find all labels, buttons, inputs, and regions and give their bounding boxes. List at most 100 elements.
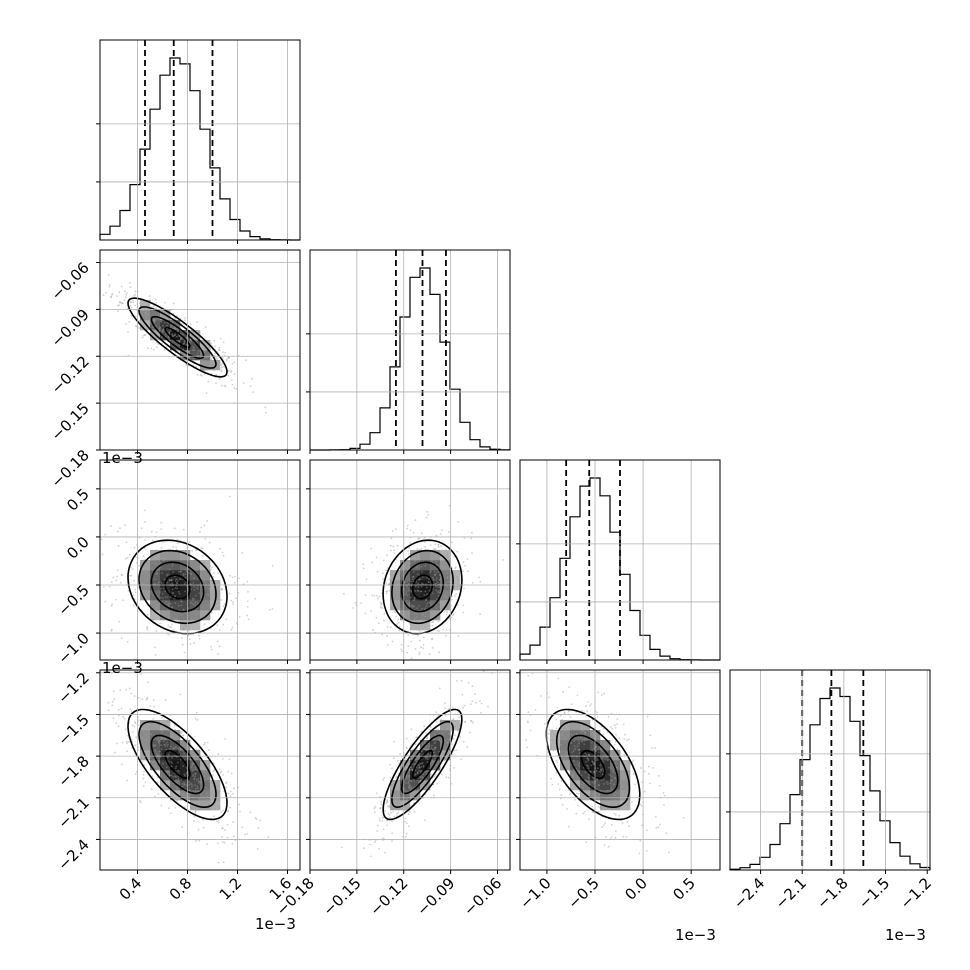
sample-point [623, 754, 626, 756]
sample-point [395, 528, 397, 531]
sample-point [171, 565, 174, 568]
sample-point [413, 763, 416, 766]
sample-point [141, 336, 144, 339]
sample-point [184, 557, 187, 560]
sample-point [444, 747, 447, 749]
sample-point [620, 795, 623, 798]
sample-point [197, 777, 200, 780]
sample-point [426, 748, 429, 750]
sample-point [447, 580, 449, 583]
sample-point [135, 562, 138, 564]
sample-point [151, 328, 154, 331]
sample-point [145, 747, 148, 750]
sample-point [227, 770, 230, 773]
sample-point [430, 614, 433, 617]
sample-point [153, 320, 155, 323]
sample-point [199, 350, 202, 352]
sample-point [573, 770, 575, 772]
sample-point [393, 815, 396, 818]
sample-point [428, 728, 431, 731]
density-cell [410, 760, 421, 771]
density-cell [580, 770, 591, 781]
sample-point [111, 603, 114, 606]
sample-point [146, 696, 149, 699]
sample-point [218, 807, 221, 809]
sample-point [408, 615, 410, 617]
sample-point [570, 733, 573, 736]
sample-point [167, 605, 170, 608]
sample-point [142, 555, 145, 558]
density-cell [580, 750, 591, 761]
sample-point [182, 342, 185, 345]
sample-point [386, 590, 389, 593]
sample-point [125, 293, 128, 296]
sample-point [422, 773, 425, 776]
sample-point [456, 550, 459, 553]
sample-point [181, 826, 184, 828]
sample-point [203, 770, 206, 773]
sample-point [131, 724, 134, 727]
density-cell [410, 620, 421, 631]
sample-point [146, 314, 149, 317]
sample-point [414, 519, 417, 522]
sample-point [191, 786, 193, 788]
sample-point [619, 783, 621, 785]
sample-point [467, 681, 470, 684]
sample-point [197, 331, 200, 334]
sample-point [174, 327, 177, 330]
sample-point [178, 340, 181, 343]
sample-point [389, 763, 391, 766]
sample-point [111, 700, 114, 703]
sample-point [152, 348, 155, 351]
sample-point [110, 581, 113, 584]
sample-point [428, 745, 431, 748]
sample-point [246, 580, 249, 583]
sample-point [404, 571, 406, 574]
sample-point [196, 562, 199, 564]
sample-point [203, 799, 205, 802]
sample-point [134, 293, 137, 296]
sample-point [618, 814, 621, 817]
sample-point [403, 589, 406, 591]
sample-point [169, 330, 172, 333]
sample-point [235, 388, 238, 390]
sample-point [605, 799, 608, 802]
sample-point [589, 704, 591, 707]
sample-point [601, 750, 603, 753]
sample-point [388, 583, 390, 585]
sample-point [191, 599, 194, 601]
sample-point [149, 295, 151, 297]
sample-point [161, 342, 163, 345]
sample-point [479, 580, 482, 583]
sample-point [575, 812, 578, 815]
sample-point [212, 774, 214, 776]
sample-point [433, 742, 436, 745]
sample-point [218, 378, 221, 380]
sample-point [543, 722, 546, 725]
sample-point [154, 654, 157, 656]
sample-point [600, 725, 603, 728]
sample-point [159, 566, 162, 569]
sample-point [424, 599, 427, 602]
sample-point [430, 610, 433, 613]
sample-point [539, 695, 542, 697]
sample-point [560, 722, 562, 724]
sample-point [425, 612, 427, 614]
sample-point [154, 583, 156, 585]
sample-point [142, 566, 145, 568]
sample-point [578, 742, 580, 745]
sample-point [457, 729, 460, 732]
density-cell [430, 750, 441, 761]
sample-point [155, 298, 157, 301]
sample-point [610, 824, 613, 826]
sample-point [480, 702, 483, 705]
sample-point [418, 747, 421, 750]
density-cell [570, 730, 581, 741]
density-cell [420, 600, 431, 611]
sample-point [167, 322, 170, 325]
sample-point [205, 786, 208, 789]
sample-point [470, 720, 473, 723]
sample-point [378, 847, 380, 850]
sample-point [230, 599, 232, 602]
sample-point [417, 764, 420, 766]
